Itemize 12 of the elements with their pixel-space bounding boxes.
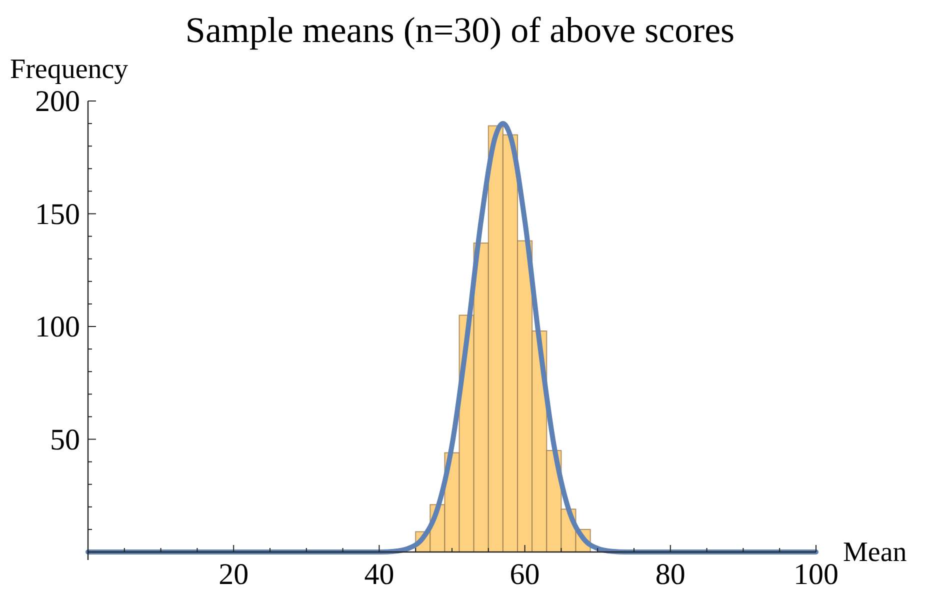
x-axis-title: Mean xyxy=(843,537,907,568)
y-tick-label: 100 xyxy=(35,310,80,344)
x-tick-label: 20 xyxy=(218,558,249,591)
x-tick-label: 40 xyxy=(364,558,394,591)
y-tick-label: 150 xyxy=(35,198,80,231)
x-tick-label: 80 xyxy=(655,558,686,591)
chart-title: Sample means (n=30) of above scores xyxy=(185,10,735,50)
y-axis-title: Frequency xyxy=(10,54,128,85)
x-tick-label: 100 xyxy=(794,558,838,591)
x-tick-label: 60 xyxy=(510,558,540,591)
y-tick-label: 200 xyxy=(35,85,80,118)
y-tick-label: 50 xyxy=(50,423,80,456)
